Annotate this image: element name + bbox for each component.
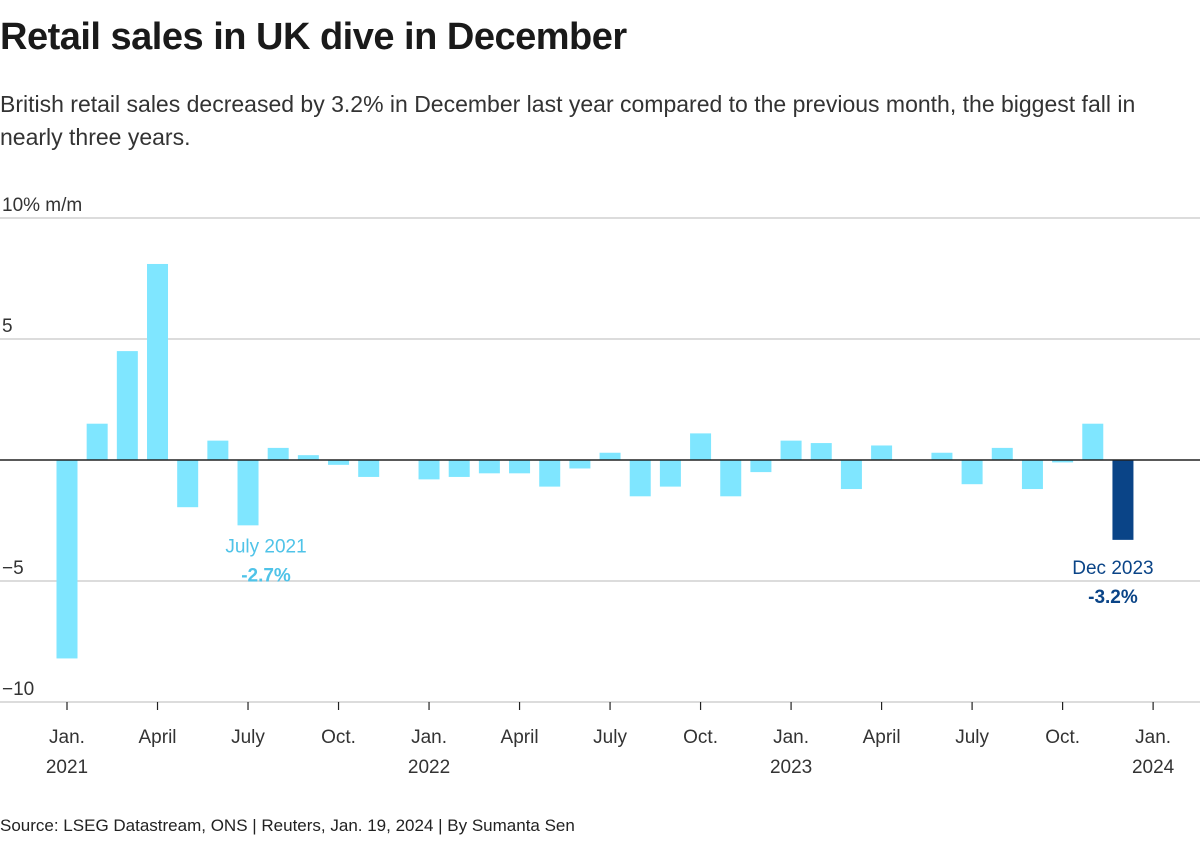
- bar-2021-05: [177, 460, 199, 508]
- y-tick-label: 5: [2, 316, 13, 337]
- bar-2023-01: [780, 440, 802, 460]
- bar-2021-03: [116, 351, 138, 460]
- bar-2021-09: [297, 455, 319, 460]
- annotation-value: -3.2%: [1088, 587, 1138, 608]
- bar-2023-04: [871, 445, 893, 460]
- x-tick-year-label: 2021: [46, 757, 88, 778]
- bar-2022-08: [629, 460, 651, 497]
- annotation-value: -2.7%: [241, 565, 291, 586]
- x-tick-year-label: 2023: [770, 757, 812, 778]
- x-tick-label: Oct.: [321, 727, 356, 748]
- bar-2022-05: [539, 460, 561, 487]
- bar-2023-07: [961, 460, 983, 485]
- bar-2022-12: [750, 460, 772, 473]
- x-tick-label: April: [139, 727, 177, 748]
- y-tick-label: −10: [2, 679, 34, 700]
- bar-2021-02: [86, 423, 108, 460]
- bar-2021-07: [237, 460, 259, 526]
- bar-2023-06: [931, 452, 953, 460]
- x-tick-label: Jan.: [411, 727, 447, 748]
- annotation-label: Dec 2023: [1072, 558, 1153, 579]
- x-tick-label: July: [955, 727, 989, 748]
- x-tick-label: July: [593, 727, 627, 748]
- bar-2021-01: [56, 460, 78, 659]
- y-tick-label: 10% m/m: [2, 195, 82, 216]
- x-tick-label: Oct.: [683, 727, 718, 748]
- bar-2023-12: [1112, 460, 1134, 540]
- bar-2022-11: [720, 460, 742, 497]
- bar-2023-08: [991, 447, 1013, 460]
- bar-2023-03: [840, 460, 862, 490]
- x-tick-label: April: [501, 727, 539, 748]
- bar-chart: 10% m/m 5 −5 −10 Jan. 2021 April July Oct. Jan. 20…: [0, 195, 1200, 778]
- bar-2022-02: [448, 460, 470, 477]
- bar-2023-09: [1021, 460, 1043, 490]
- bar-2022-01: [418, 460, 440, 480]
- chart-subtitle: British retail sales decreased by 3.2% i…: [0, 91, 1136, 150]
- x-tick-label: April: [863, 727, 901, 748]
- bar-2021-06: [207, 440, 229, 460]
- bar-2021-08: [267, 447, 289, 460]
- x-tick-year-label: 2022: [408, 757, 450, 778]
- bar-2022-03: [478, 460, 500, 474]
- x-tick-year-label: 2024: [1132, 757, 1175, 778]
- bar-2023-10: [1052, 460, 1074, 463]
- annotation-label: July 2021: [225, 536, 306, 557]
- bar-2023-02: [810, 443, 832, 460]
- bar-2021-11: [358, 460, 380, 477]
- x-tick-label: Oct.: [1045, 727, 1080, 748]
- bar-2022-09: [659, 460, 681, 487]
- x-tick-label: Jan.: [49, 727, 85, 748]
- bar-2021-04: [147, 263, 169, 460]
- bar-2022-10: [690, 433, 712, 460]
- x-tick-label: Jan.: [1135, 727, 1171, 748]
- bar-2022-07: [599, 452, 621, 460]
- source-note: Source: LSEG Datastream, ONS | Reuters, …: [0, 816, 575, 835]
- bar-2021-10: [328, 460, 350, 465]
- x-tick-label: Jan.: [773, 727, 809, 748]
- y-tick-label: −5: [2, 558, 24, 579]
- bar-2023-11: [1082, 423, 1104, 460]
- x-tick-label: July: [231, 727, 265, 748]
- bar-2022-06: [569, 460, 591, 469]
- chart-title: Retail sales in UK dive in December: [0, 16, 627, 58]
- bar-2022-04: [509, 460, 531, 474]
